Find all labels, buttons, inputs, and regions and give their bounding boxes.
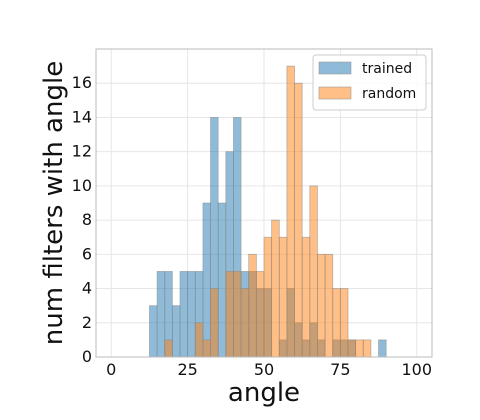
trained-bar [217, 202, 227, 358]
random-bar [286, 65, 295, 358]
random-bar [202, 339, 211, 358]
random-bar [164, 339, 173, 358]
y-tick-label: 0 [82, 347, 92, 366]
trained-bar [187, 271, 196, 358]
trained-bar [179, 271, 189, 358]
y-tick-label: 10 [72, 176, 92, 195]
random-bar [309, 185, 318, 358]
x-tick-label: 0 [106, 360, 116, 379]
tick-labels: 0 25 50 75 100 0 2 4 6 8 10 12 14 16 [72, 73, 432, 379]
series-random [164, 65, 372, 358]
legend-swatch-random [318, 86, 352, 100]
random-bar [347, 339, 357, 358]
y-tick-label: 12 [72, 142, 92, 161]
random-bar [263, 236, 273, 358]
random-bar [210, 288, 219, 358]
random-bar [339, 288, 349, 358]
random-bar [240, 288, 250, 358]
trained-bar [171, 305, 181, 358]
random-bar [301, 236, 311, 358]
random-bar [362, 339, 372, 358]
random-bar [271, 219, 280, 358]
y-tick-label: 14 [72, 107, 92, 126]
trained-bar [149, 305, 158, 358]
y-tick-label: 6 [82, 244, 92, 263]
random-bar [355, 339, 364, 358]
y-tick-label: 2 [82, 313, 92, 332]
x-tick-label: 75 [330, 360, 350, 379]
trained-bar [378, 339, 387, 358]
y-axis-label: num filters with angle [39, 61, 69, 345]
random-bar [332, 288, 341, 358]
random-bar [278, 236, 288, 358]
random-bar [324, 253, 334, 358]
random-bar [194, 322, 204, 358]
x-tick-label: 100 [401, 360, 432, 379]
bars [149, 65, 387, 358]
x-axis-label: angle [228, 378, 300, 408]
legend-swatch-trained [318, 61, 352, 75]
random-bar [294, 82, 303, 358]
trained-bar [202, 202, 211, 358]
plot-frame [95, 48, 433, 358]
x-tick-label: 25 [177, 360, 197, 379]
random-bar [225, 271, 234, 358]
x-tick-label: 50 [254, 360, 274, 379]
random-bar [317, 253, 326, 358]
trained-bar [156, 271, 166, 358]
y-tick-label: 16 [72, 73, 92, 92]
random-bar [233, 271, 242, 358]
random-bar [248, 253, 257, 358]
random-bar [255, 271, 265, 358]
y-tick-label: 4 [82, 279, 92, 298]
legend-label-trained: trained [362, 61, 412, 77]
legend-label-random: random [362, 86, 416, 102]
y-tick-label: 8 [82, 210, 92, 229]
legend: trained random [312, 54, 427, 111]
